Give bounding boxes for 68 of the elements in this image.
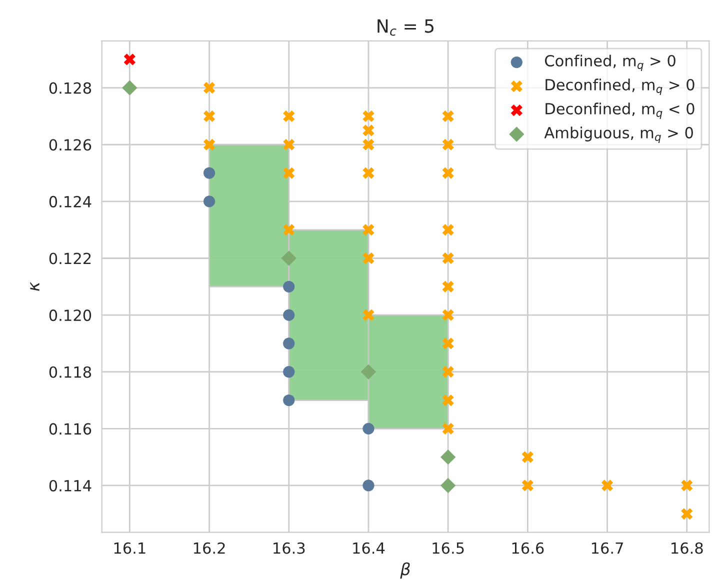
point [362, 110, 374, 122]
y-tick-label: 0.120 [49, 310, 92, 322]
point [442, 366, 454, 378]
y-tick-label: 0.114 [49, 480, 92, 492]
point [442, 309, 454, 321]
x-tick-label: 16.8 [672, 542, 703, 554]
point [203, 82, 216, 94]
point [360, 364, 376, 380]
y-tick-label: 0.116 [49, 423, 92, 435]
x-tick-label: 16.2 [194, 542, 225, 554]
legend-label: Deconfined, m$_{q}$ < 0 [546, 102, 694, 119]
point [522, 480, 534, 492]
x-tick-label: 16.7 [592, 542, 623, 554]
point [601, 480, 614, 492]
point [283, 338, 295, 350]
point [362, 480, 374, 492]
point [362, 224, 374, 236]
point [283, 167, 295, 179]
point [442, 338, 454, 350]
point [681, 508, 693, 520]
point [362, 309, 374, 321]
x-tick-label: 16.1 [114, 542, 146, 554]
point [281, 250, 296, 266]
point [442, 138, 454, 150]
point [681, 480, 693, 492]
point [124, 54, 136, 66]
legend-label: Ambiguous, m$_{q}$ > 0 [544, 126, 693, 143]
point [362, 167, 374, 179]
x-tick-label: 16.3 [274, 542, 305, 554]
point [362, 124, 374, 136]
legend-label: Deconfined, m$_{q}$ > 0 [546, 78, 694, 96]
point [283, 366, 295, 378]
point [203, 196, 216, 208]
point [442, 167, 454, 179]
point [203, 138, 216, 150]
point [442, 422, 454, 434]
point [122, 80, 138, 96]
point [283, 138, 295, 150]
x-tick-label: 16.6 [512, 542, 544, 554]
point [283, 309, 295, 321]
y-tick-label: 0.128 [49, 82, 92, 94]
point [362, 252, 374, 264]
point [362, 422, 374, 434]
y-tick-label: 0.126 [49, 139, 92, 151]
point [440, 478, 456, 494]
x-tick-label: 16.4 [353, 542, 385, 554]
point [442, 252, 454, 264]
point [203, 167, 216, 179]
legend-label: Confined, m$_{q}$ > 0 [545, 54, 676, 72]
y-tick-label: 0.124 [49, 196, 92, 208]
point [442, 110, 454, 122]
point [362, 138, 374, 150]
point [522, 451, 534, 463]
point [283, 224, 295, 236]
y-axis-title: κ [30, 282, 40, 291]
point [283, 110, 295, 122]
point [283, 280, 295, 292]
point [442, 224, 454, 236]
y-tick-label: 0.118 [49, 366, 92, 378]
point [283, 394, 295, 406]
x-axis-title: β [400, 562, 410, 579]
chart-title: N$_{c}$ = 5 [378, 19, 434, 36]
y-tick-label: 0.122 [49, 252, 91, 264]
point [203, 110, 216, 122]
point [442, 280, 454, 292]
point [442, 394, 454, 406]
point [440, 449, 456, 465]
x-tick-label: 16.5 [432, 542, 464, 554]
